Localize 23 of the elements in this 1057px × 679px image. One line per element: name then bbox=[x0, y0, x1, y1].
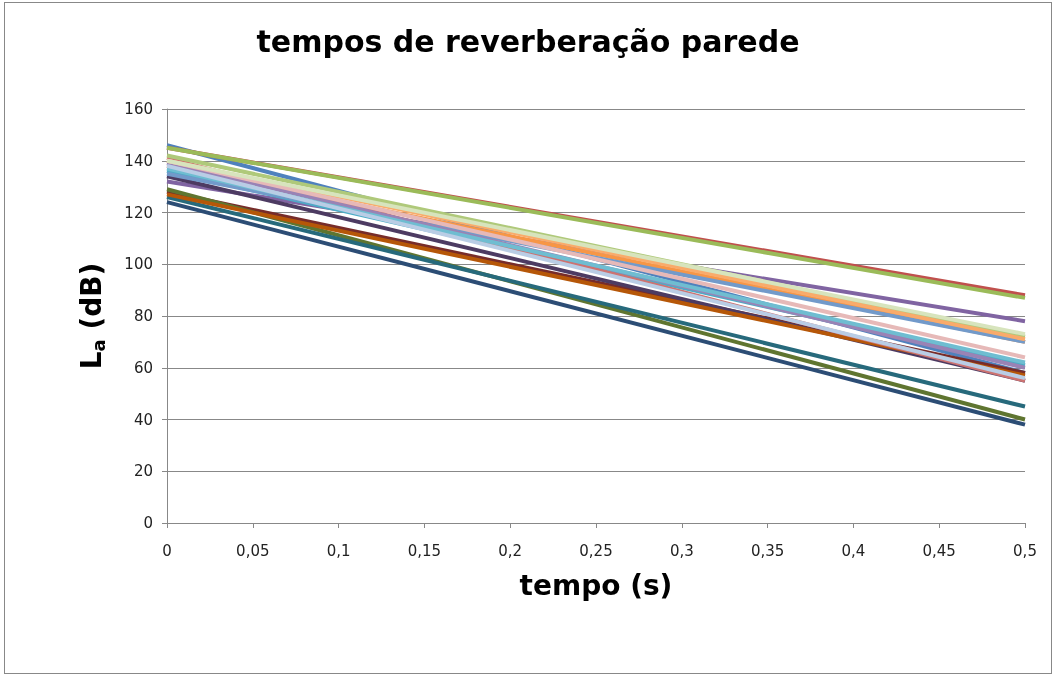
y-tick-label: 80 bbox=[133, 307, 153, 325]
x-tick-label: 0 bbox=[162, 541, 172, 560]
x-tick-label: 0,05 bbox=[236, 541, 270, 560]
x-tick-label: 0,1 bbox=[326, 541, 351, 560]
x-tick-label: 0,2 bbox=[498, 541, 523, 560]
y-tick-label: 120 bbox=[124, 203, 153, 222]
x-tick-label: 0,5 bbox=[1013, 541, 1037, 560]
y-tick-label: 0 bbox=[143, 514, 153, 532]
x-tick-label: 0,35 bbox=[750, 541, 785, 560]
y-tick-label: 160 bbox=[124, 100, 153, 118]
x-tick-label: 0,15 bbox=[407, 541, 442, 560]
x-tick-label: 0,45 bbox=[922, 541, 956, 560]
y-tick-label: 140 bbox=[124, 151, 153, 170]
y-tick-label: 60 bbox=[133, 358, 153, 377]
y-tick-label: 100 bbox=[124, 255, 153, 274]
x-tick-label: 0,25 bbox=[579, 541, 613, 560]
y-tick-label: 20 bbox=[133, 462, 153, 481]
y-axis-title: La (dB) bbox=[74, 262, 109, 370]
chart-title: tempos de reverberação parede bbox=[256, 23, 800, 59]
x-axis-title: tempo (s) bbox=[519, 568, 673, 602]
y-tick-label: 40 bbox=[133, 410, 153, 429]
x-tick-label: 0,4 bbox=[841, 541, 866, 560]
x-tick-label: 0,3 bbox=[669, 541, 694, 560]
